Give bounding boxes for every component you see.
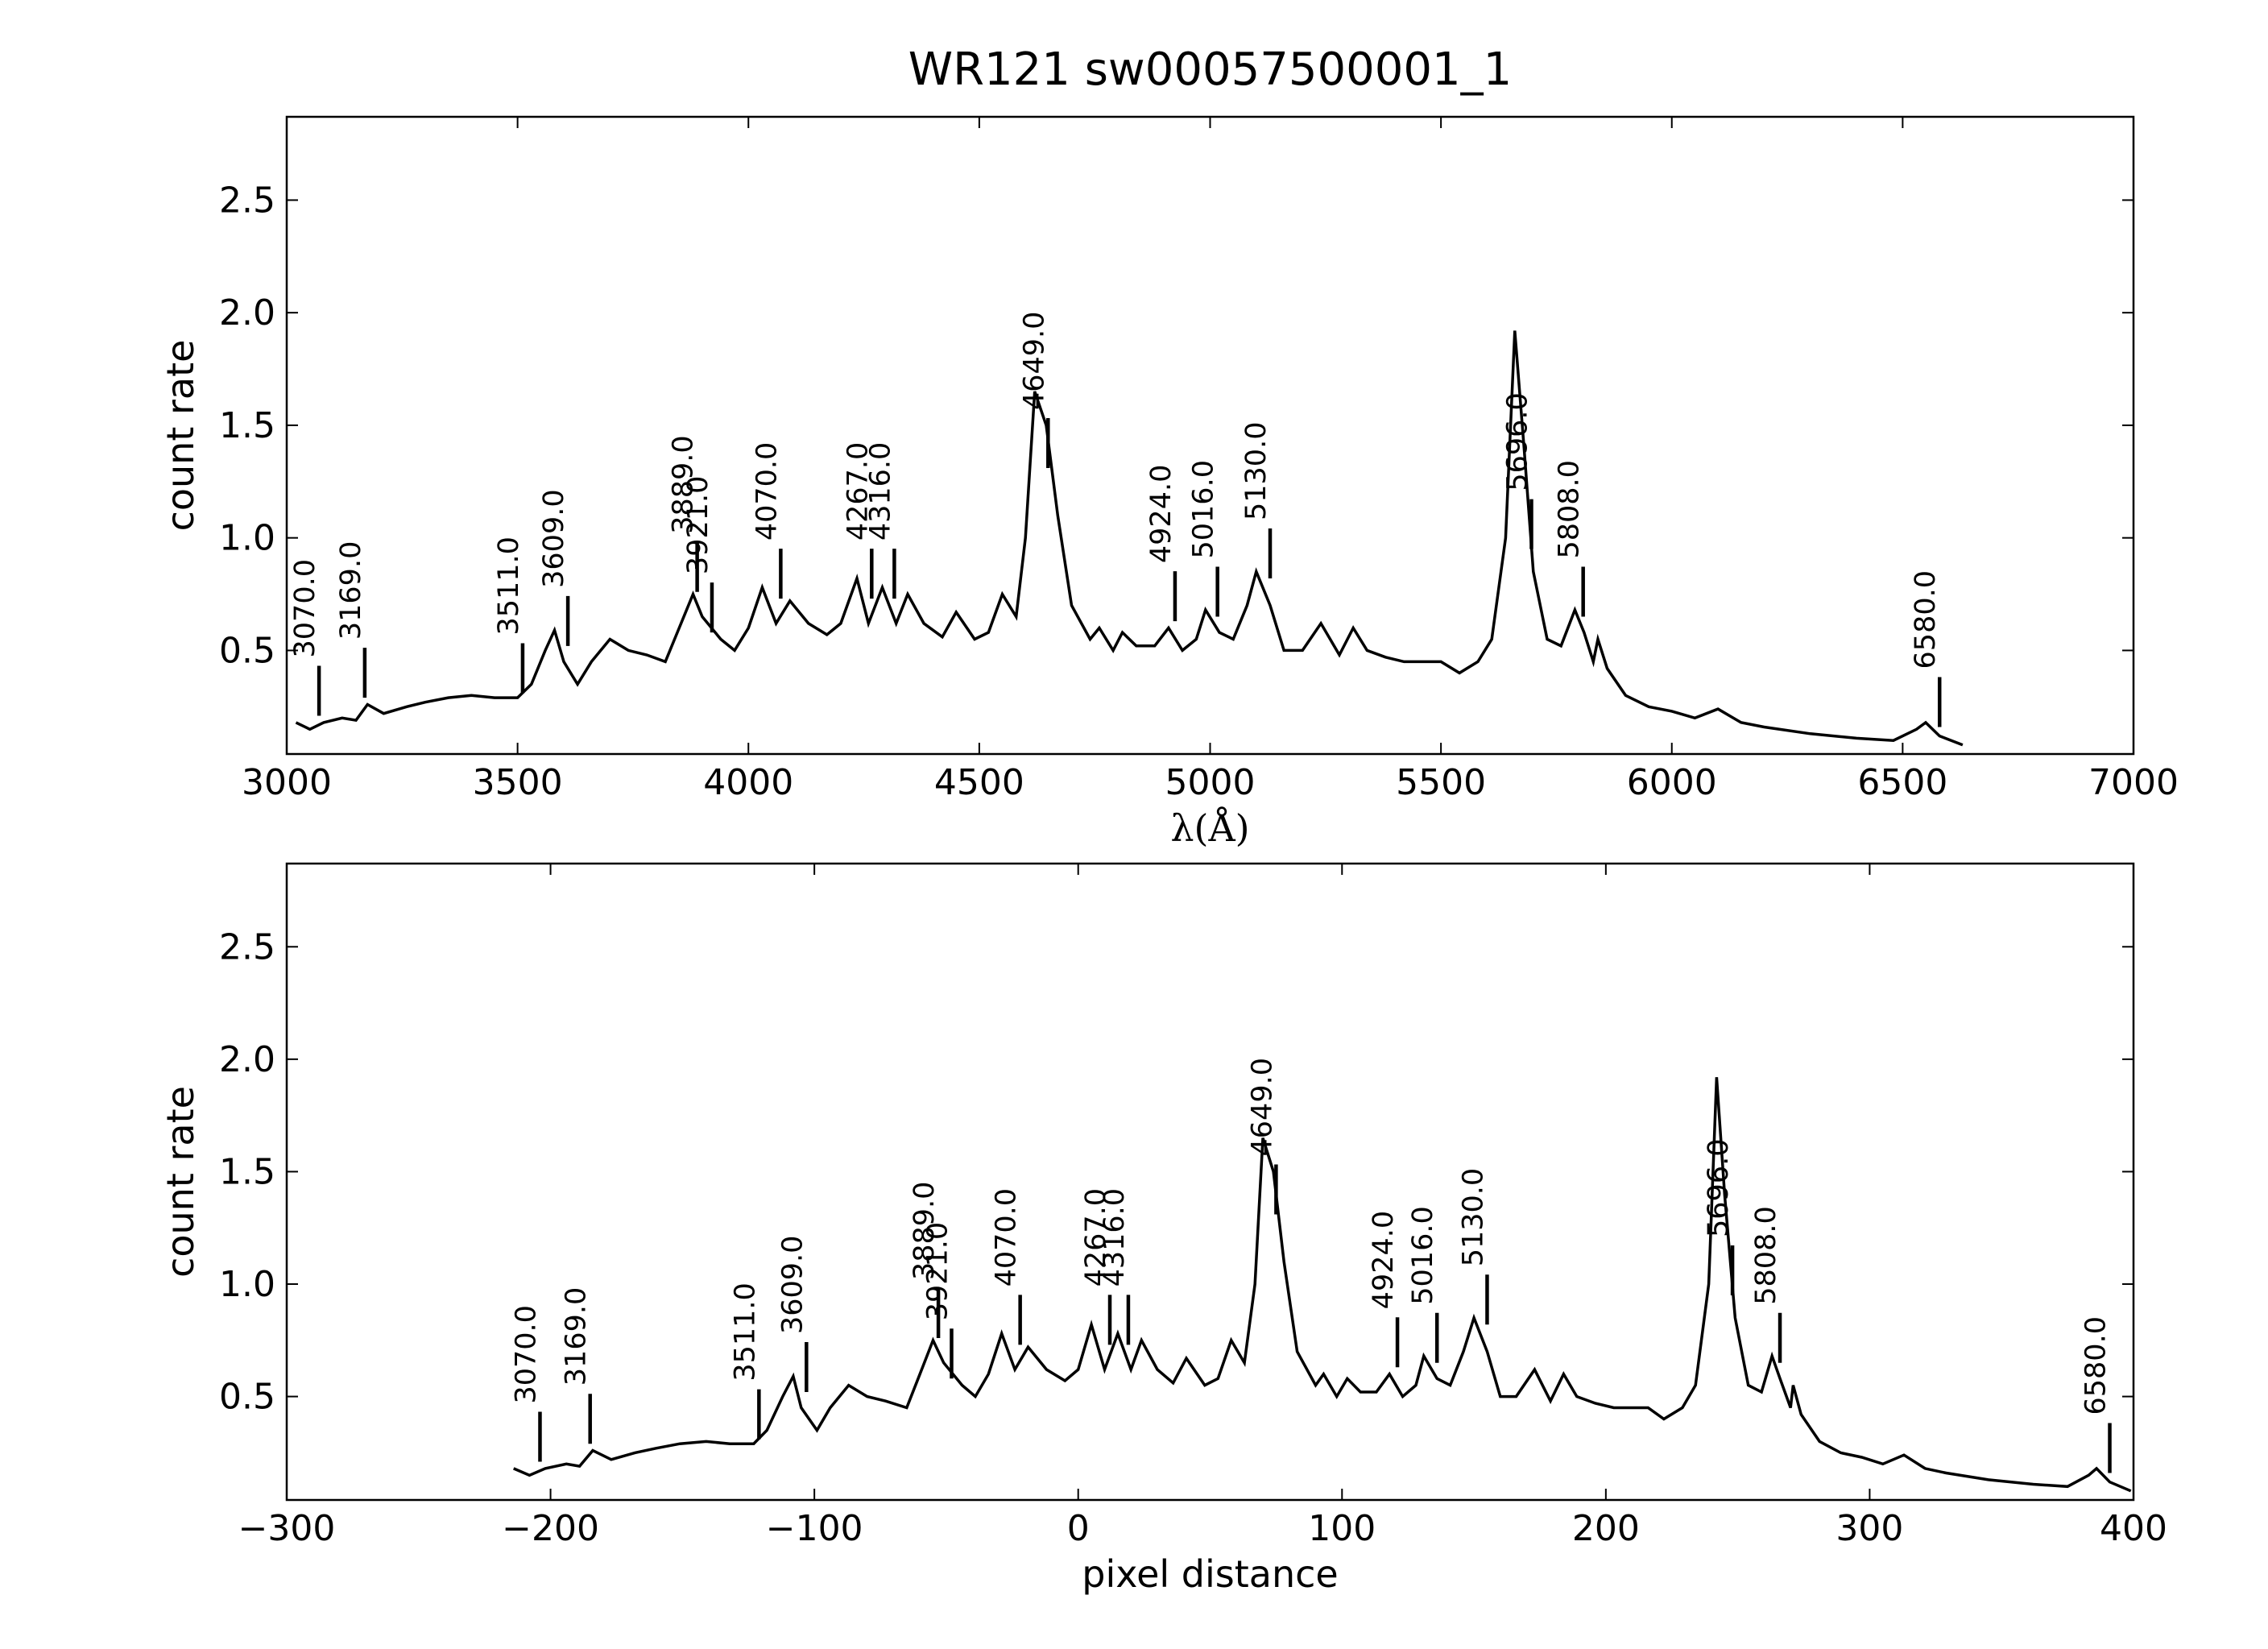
x-tick-label: 400 — [2100, 1508, 2167, 1549]
line-label: 3070.0 — [510, 1305, 542, 1403]
x-tick-label: 200 — [1572, 1508, 1640, 1549]
line-label: 4267.0 — [1080, 1188, 1112, 1286]
line-label: 5808.0 — [1554, 460, 1586, 558]
x-tick-label: 4000 — [703, 762, 793, 803]
line-label: 3921.0 — [682, 476, 714, 574]
line-label: 4267.0 — [842, 442, 874, 541]
line-label: 3169.0 — [561, 1287, 593, 1386]
line-label: 4924.0 — [1145, 465, 1177, 563]
axes-frame — [285, 115, 2135, 756]
spectrum-line — [513, 1077, 2132, 1493]
y-tick-label: 1.0 — [219, 1264, 275, 1305]
x-tick-label: 6000 — [1627, 762, 1717, 803]
line-label: 3609.0 — [538, 489, 570, 587]
y-tick-label: 1.5 — [219, 405, 275, 446]
x-tick-label: 3000 — [242, 762, 332, 803]
line-label: 4649.0 — [1018, 312, 1050, 410]
y-tick-label: 2.5 — [219, 926, 275, 967]
chart-title: WR121 sw00057500001_1 — [908, 44, 1513, 96]
line-label: 4316.0 — [864, 442, 896, 541]
line-label: 3889.0 — [908, 1182, 941, 1280]
x-tick-label: −300 — [238, 1508, 336, 1549]
line-label: 6580.0 — [1910, 570, 1942, 669]
y-axis-label: count rate — [159, 1086, 202, 1278]
x-tick-label: 300 — [1836, 1508, 1903, 1549]
line-label: 5130.0 — [1457, 1168, 1489, 1266]
axes-frame — [285, 862, 2135, 1502]
y-tick-label: 1.5 — [219, 1151, 275, 1192]
x-tick-label: 3500 — [473, 762, 563, 803]
line-label: 3511.0 — [729, 1282, 761, 1381]
line-label: 5808.0 — [1750, 1206, 1782, 1304]
x-tick-label: −100 — [766, 1508, 863, 1549]
x-axis-label: pixel distance — [1082, 1552, 1338, 1596]
line-label: 4316.0 — [1099, 1188, 1131, 1286]
x-tick-label: 5500 — [1396, 762, 1486, 803]
line-label: 3609.0 — [776, 1236, 809, 1334]
x-tick-label: −200 — [502, 1508, 599, 1549]
line-label: 5696.0 — [1501, 392, 1533, 491]
y-tick-label: 2.0 — [219, 1039, 275, 1080]
y-tick-label: 2.5 — [219, 180, 275, 221]
line-label: 3070.0 — [289, 559, 321, 657]
x-tick-label: 4500 — [934, 762, 1024, 803]
x-tick-label: 5000 — [1165, 762, 1256, 803]
x-tick-label: 100 — [1308, 1508, 1376, 1549]
line-label: 3511.0 — [493, 537, 525, 635]
y-axis-label: count rate — [159, 340, 202, 532]
line-label: 5016.0 — [1188, 460, 1220, 558]
y-tick-label: 2.0 — [219, 292, 275, 334]
x-tick-label: 0 — [1067, 1508, 1090, 1549]
x-tick-label: 6500 — [1857, 762, 1947, 803]
line-label: 6580.0 — [2080, 1316, 2113, 1415]
line-label: 3921.0 — [921, 1222, 954, 1320]
x-axis-label: λ(Å) — [1170, 806, 1249, 850]
y-tick-label: 0.5 — [219, 630, 275, 671]
line-label: 5016.0 — [1407, 1206, 1439, 1304]
line-label: 4070.0 — [991, 1188, 1023, 1286]
line-label: 5696.0 — [1703, 1139, 1735, 1237]
line-label: 5130.0 — [1240, 422, 1273, 520]
line-label: 3169.0 — [335, 541, 367, 640]
x-tick-label: 7000 — [2088, 762, 2179, 803]
line-label: 3889.0 — [668, 435, 700, 533]
y-tick-label: 1.0 — [219, 518, 275, 559]
line-label: 4649.0 — [1246, 1058, 1278, 1156]
line-label: 4924.0 — [1368, 1211, 1400, 1309]
line-label: 4070.0 — [751, 442, 783, 541]
spectrum-line — [295, 330, 1964, 747]
y-tick-label: 0.5 — [219, 1377, 275, 1418]
